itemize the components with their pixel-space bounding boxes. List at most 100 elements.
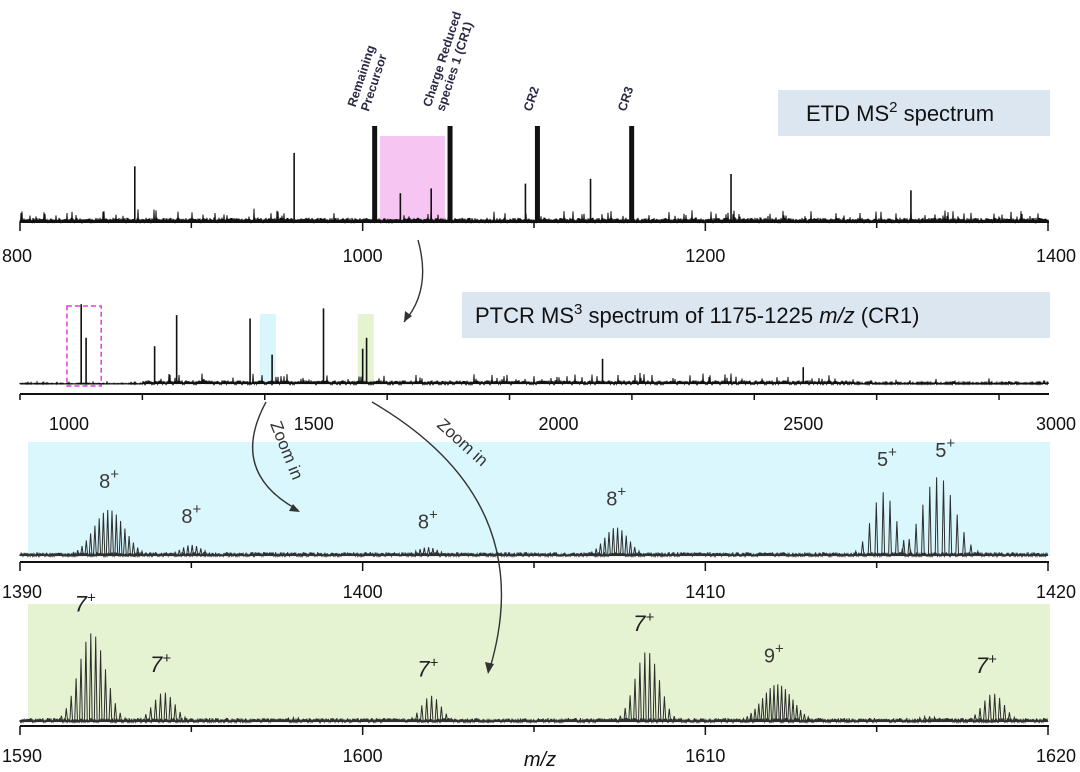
etd-annotations: RemainingPrecursor Charge Reducedspecies … [345,10,636,113]
ptcr-title: PTCR MS3 spectrum of 1175-1225 m/z (CR1) [475,301,919,328]
zoom1-charge-label-6: 5+ [935,435,955,462]
zoom2-panel-background [28,604,1050,722]
etd-tick-label: 1200 [685,246,725,266]
etd-annotation-3: CR2 [521,85,542,113]
arrow-head-3 [485,662,494,674]
ptcr-title-box: PTCR MS3 spectrum of 1175-1225 m/z (CR1) [462,292,1050,338]
ptcr-tick-label: 3000 [1036,414,1076,434]
zoom1-panel-background [28,442,1050,556]
etd-peak-6 [293,152,295,222]
zoom2-charge-label-3: 7+ [417,654,438,681]
etd-peak-3 [534,126,540,222]
etd-annotation-1: RemainingPrecursor [345,43,391,112]
zoom2-cluster-peaks-1 [54,633,132,723]
background-layer [28,136,1050,722]
etd-peak-4 [629,126,635,222]
arrow-head-1 [404,311,412,322]
zoom2-isotope-cluster-3 [405,695,458,723]
zoom2-charge-label-5: 9+ [764,641,784,668]
ptcr-zoom-region-2 [357,314,374,384]
ptcr-peak-2 [85,337,87,384]
zoom2-charge-label-6: 7+ [976,651,997,678]
ptcr-peak-8 [361,348,364,384]
zoom2-cluster-peaks-3 [405,695,458,723]
etd-tick-label: 800 [2,246,32,266]
etd-title: ETD MS2 spectrum [806,99,994,126]
zoom2-charge-label-4: 7+ [633,609,654,636]
etd-highlight-region [379,136,445,222]
zoom2-tick-label: 1610 [685,746,725,766]
zoom1-cluster-peaks-3 [405,547,452,557]
zoom-arrows [251,239,503,674]
ptcr-peak-9 [365,337,368,384]
ptcr-peak-5 [249,318,251,384]
zoom1-isotope-cluster-2 [168,544,216,557]
zoom2-cluster-peaks-5 [737,684,818,723]
zoom1-tick-label: 1420 [1036,582,1076,602]
ptcr-tick-label: 1500 [294,414,334,434]
etd-peak-1 [372,126,378,222]
ptcr-title-bg [462,292,1050,338]
etd-peak-11 [524,183,527,222]
zoom2-isotope-cluster-5 [737,684,818,723]
etd-peak-9 [730,174,732,222]
zoom2-isotope-cluster-8 [908,714,947,723]
x-axis-title: m/z [524,749,556,771]
zoom1-tick-label: 1410 [685,582,725,602]
zoom1-charge-label-2: 8+ [181,501,201,528]
zoom1-charge-label-1: 8+ [99,466,119,493]
ptcr-peak-1 [80,304,82,384]
spectra-traces [19,126,1049,724]
zoom1-isotope-cluster-4 [585,527,646,557]
arrow-head-2 [289,504,300,512]
ptcr-tick-label: 1000 [49,414,89,434]
zoom2-tick-label: 1590 [2,746,42,766]
etd-peak-2 [447,126,453,222]
ptcr-tick-label: 2000 [538,414,578,434]
ptcr-peak-3 [153,346,156,384]
etd-title-box: ETD MS2 spectrum [778,90,1050,136]
charge-labels: 8+ 8+ 8+ 8+ 5+ 5+ 7+ 7+ 7+ 7+ 9+ 7+ [75,435,997,681]
zoom2-isotope-cluster-1 [54,633,132,723]
arrow-zoom-1 [251,401,299,511]
etd-peak-8 [589,178,592,222]
zoom2-tick-label: 1620 [1036,746,1076,766]
etd-tick-label: 1400 [1036,246,1076,266]
etd-baseline-trace [19,208,1049,224]
zoom1-cluster-peaks-4 [585,527,646,557]
zoom2-charge-label-1: 7+ [75,589,96,616]
zoom2-cluster-peaks-6 [963,693,1021,723]
zoom1-charge-label-4: 8+ [606,483,626,510]
arrow-etd-to-ptcr [403,239,424,323]
etd-peak-12 [430,188,432,222]
etd-title-bg [778,90,1050,136]
zoom2-cluster-peaks-8 [908,714,947,723]
arrow-zoom-2 [371,401,503,669]
zoom1-isotope-cluster-1 [67,509,153,557]
ptcr-peak-10 [601,358,604,384]
etd-peak-10 [910,190,912,222]
zoom1-cluster-peaks-2 [168,544,216,557]
zoom2-isotope-cluster-4 [613,652,681,723]
ptcr-tick-label: 2500 [783,414,823,434]
ptcr-peak-11 [802,367,805,384]
ptcr-peak-7 [322,308,325,384]
zoom2-charge-label-2: 7+ [150,650,171,677]
zoom2-cluster-peaks-7 [281,715,310,723]
axes-layer: 800 1000 1200 1400 1000 1500 2000 2500 3000 1390 1… [2,221,1076,766]
zoom1-isotope-cluster-3 [405,547,452,557]
zoom2-tick-label: 1600 [343,746,383,766]
zoom2-isotope-cluster-7 [281,715,310,723]
ptcr-baseline-trace [19,372,1049,386]
ptcr-peak-6 [271,354,273,384]
etd-annotation-4: CR3 [615,85,636,113]
zoom1-charge-label-3: 8+ [418,507,438,534]
ptcr-dashed-box [66,305,102,387]
zoom1-tick-label: 1390 [2,582,42,602]
etd-tick-label: 1000 [343,246,383,266]
etd-peak-7 [399,193,402,222]
etd-annotation-2: Charge Reducedspecies 1 (CR1) [420,10,477,113]
zoom2-isotope-cluster-2 [134,692,192,723]
zoom2-cluster-peaks-4 [613,652,681,723]
